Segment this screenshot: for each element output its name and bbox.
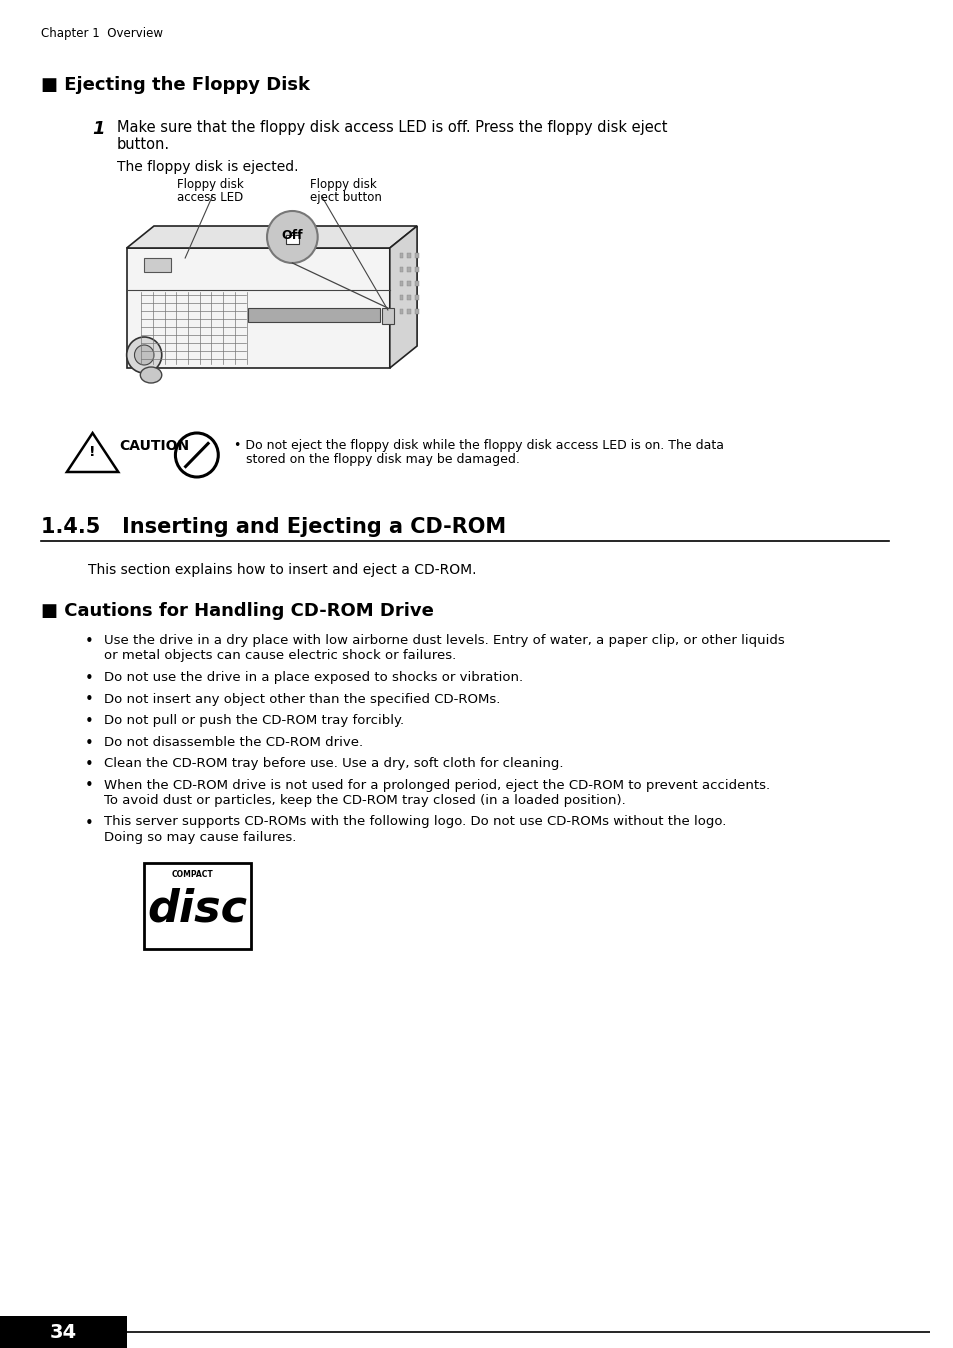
Polygon shape <box>127 248 390 368</box>
Text: The floppy disk is ejected.: The floppy disk is ejected. <box>117 160 298 174</box>
Text: Do not pull or push the CD-ROM tray forcibly.: Do not pull or push the CD-ROM tray forc… <box>104 714 404 727</box>
Bar <box>415 253 418 257</box>
Text: Chapter 1  Overview: Chapter 1 Overview <box>41 27 163 40</box>
Text: Clean the CD-ROM tray before use. Use a dry, soft cloth for cleaning.: Clean the CD-ROM tray before use. Use a … <box>104 758 563 770</box>
Text: To avoid dust or particles, keep the CD-ROM tray closed (in a loaded position).: To avoid dust or particles, keep the CD-… <box>104 794 625 807</box>
Polygon shape <box>390 226 416 368</box>
Text: This server supports CD-ROMs with the following logo. Do not use CD-ROMs without: This server supports CD-ROMs with the fo… <box>104 816 726 829</box>
Text: •: • <box>85 779 93 794</box>
Circle shape <box>267 212 317 263</box>
Bar <box>399 280 403 286</box>
Bar <box>399 267 403 272</box>
Polygon shape <box>67 433 118 472</box>
Bar <box>407 309 411 314</box>
Text: •: • <box>85 634 93 648</box>
Text: •: • <box>85 736 93 751</box>
Circle shape <box>127 337 162 373</box>
Text: Do not disassemble the CD-ROM drive.: Do not disassemble the CD-ROM drive. <box>104 736 363 748</box>
Bar <box>248 307 379 322</box>
Text: Do not use the drive in a place exposed to shocks or vibration.: Do not use the drive in a place exposed … <box>104 671 523 683</box>
Bar <box>399 309 403 314</box>
Text: !: ! <box>90 445 95 460</box>
Text: stored on the floppy disk may be damaged.: stored on the floppy disk may be damaged… <box>245 453 518 466</box>
Bar <box>285 235 299 244</box>
Bar <box>407 295 411 301</box>
Bar <box>399 295 403 301</box>
Bar <box>407 267 411 272</box>
Text: access LED: access LED <box>177 191 243 204</box>
Bar <box>0 1316 127 1348</box>
Text: COMPACT: COMPACT <box>172 869 213 879</box>
Text: Do not insert any object other than the specified CD-ROMs.: Do not insert any object other than the … <box>104 693 500 705</box>
Text: disc: disc <box>148 888 248 931</box>
Text: Floppy disk: Floppy disk <box>310 178 376 191</box>
Text: ■ Ejecting the Floppy Disk: ■ Ejecting the Floppy Disk <box>41 75 310 94</box>
Ellipse shape <box>140 367 162 383</box>
Text: 34: 34 <box>50 1322 77 1341</box>
Bar <box>415 267 418 272</box>
Text: eject button: eject button <box>310 191 381 204</box>
Text: or metal objects can cause electric shock or failures.: or metal objects can cause electric shoc… <box>104 650 456 662</box>
Text: Floppy disk: Floppy disk <box>177 178 244 191</box>
Text: •: • <box>85 693 93 708</box>
Text: •: • <box>85 714 93 729</box>
Polygon shape <box>127 226 416 248</box>
Text: Off: Off <box>281 229 303 243</box>
Text: button.: button. <box>117 137 170 152</box>
Text: •: • <box>85 671 93 686</box>
Text: •: • <box>85 758 93 772</box>
Bar <box>407 253 411 257</box>
Circle shape <box>134 345 153 365</box>
Text: This section explains how to insert and eject a CD-ROM.: This section explains how to insert and … <box>88 563 476 577</box>
Bar <box>144 863 252 949</box>
Circle shape <box>175 433 218 477</box>
Bar <box>144 257 171 272</box>
Text: Use the drive in a dry place with low airborne dust levels. Entry of water, a pa: Use the drive in a dry place with low ai… <box>104 634 784 647</box>
Text: Make sure that the floppy disk access LED is off. Press the floppy disk eject: Make sure that the floppy disk access LE… <box>117 120 667 135</box>
Bar <box>381 307 394 324</box>
Text: •: • <box>85 816 93 830</box>
Text: When the CD-ROM drive is not used for a prolonged period, eject the CD-ROM to pr: When the CD-ROM drive is not used for a … <box>104 779 770 791</box>
Bar <box>415 295 418 301</box>
Bar <box>399 253 403 257</box>
Bar <box>415 309 418 314</box>
Text: CAUTION: CAUTION <box>119 439 189 453</box>
Text: Doing so may cause failures.: Doing so may cause failures. <box>104 830 296 844</box>
Bar <box>415 280 418 286</box>
Text: ■ Cautions for Handling CD-ROM Drive: ■ Cautions for Handling CD-ROM Drive <box>41 603 434 620</box>
Bar <box>407 280 411 286</box>
Text: 1: 1 <box>92 120 105 137</box>
Text: • Do not eject the floppy disk while the floppy disk access LED is on. The data: • Do not eject the floppy disk while the… <box>233 439 723 452</box>
Text: 1.4.5   Inserting and Ejecting a CD-ROM: 1.4.5 Inserting and Ejecting a CD-ROM <box>41 518 505 537</box>
